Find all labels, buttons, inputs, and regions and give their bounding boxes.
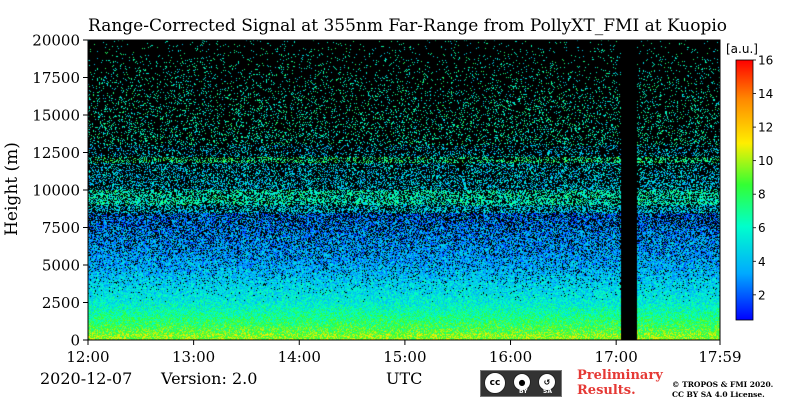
share-alike-icon: ↺ [538, 373, 556, 391]
y-tick-label: 17500 [32, 69, 80, 87]
y-tick-label: 10000 [32, 182, 80, 200]
y-tick-label: 5000 [42, 257, 80, 275]
preliminary-line-1: Preliminary [577, 368, 663, 383]
x-axis: 12:00 13:00 14:00 15:00 16:00 17:00 17:59 [66, 340, 742, 366]
version-label: Version: 2.0 [161, 369, 258, 388]
x-tick-label: 17:59 [698, 348, 741, 366]
colorbar-tick-label: 2 [758, 288, 766, 302]
colorbar-tick-label: 8 [758, 188, 766, 202]
colorbar [735, 59, 754, 321]
colorbar-tick-label: 14 [758, 87, 773, 101]
heatmap-image [88, 40, 720, 340]
x-tick-label: 16:00 [489, 348, 532, 366]
y-tick-label: 7500 [42, 219, 80, 237]
x-tick-label: 12:00 [66, 348, 109, 366]
date-label: 2020-12-07 [40, 369, 133, 388]
cc-icon: cc [484, 372, 506, 394]
colorbar-unit-label: [a.u.] [726, 42, 758, 56]
heatmap-plot [88, 40, 720, 340]
y-tick-label: 2500 [42, 294, 80, 312]
colorbar-tick-label: 4 [758, 255, 766, 269]
y-axis: 0 2500 5000 7500 10000 12500 15000 17500 20000 [32, 32, 88, 350]
x-axis-label: UTC [386, 369, 423, 388]
x-tick-label: 15:00 [383, 348, 426, 366]
x-tick-label: 14:00 [278, 348, 321, 366]
colorbar-ticks: 2 4 6 8 10 12 14 16 [753, 54, 773, 302]
colorbar-tick-label: 16 [758, 54, 773, 68]
cc-sa-label: SA [543, 388, 552, 395]
y-tick-label: 0 [70, 332, 80, 350]
chart-title: Range-Corrected Signal at 355nm Far-Rang… [88, 16, 728, 36]
y-tick-label: 20000 [32, 32, 80, 50]
copyright-notice: © TROPOS & FMI 2020. CC BY SA 4.0 Licens… [672, 380, 773, 400]
colorbar-tick-label: 10 [758, 154, 773, 168]
copyright-line-1: © TROPOS & FMI 2020. [672, 380, 774, 389]
colorbar-tick-label: 6 [758, 221, 766, 235]
preliminary-notice: Preliminary Results. [577, 368, 663, 398]
x-tick-label: 17:00 [595, 348, 638, 366]
y-tick-label: 15000 [32, 107, 80, 125]
preliminary-line-2: Results. [577, 383, 636, 398]
y-axis-label: Height (m) [2, 142, 22, 236]
cc-license-badge[interactable]: cc ● ↺ BY SA [480, 370, 562, 397]
y-tick-label: 12500 [32, 144, 80, 162]
colorbar-tick-label: 12 [758, 121, 773, 135]
copyright-line-2: CC BY SA 4.0 License. [672, 390, 765, 399]
cc-by-label: BY [519, 388, 528, 395]
attribution-icon: ● [513, 373, 531, 391]
x-tick-label: 13:00 [172, 348, 215, 366]
